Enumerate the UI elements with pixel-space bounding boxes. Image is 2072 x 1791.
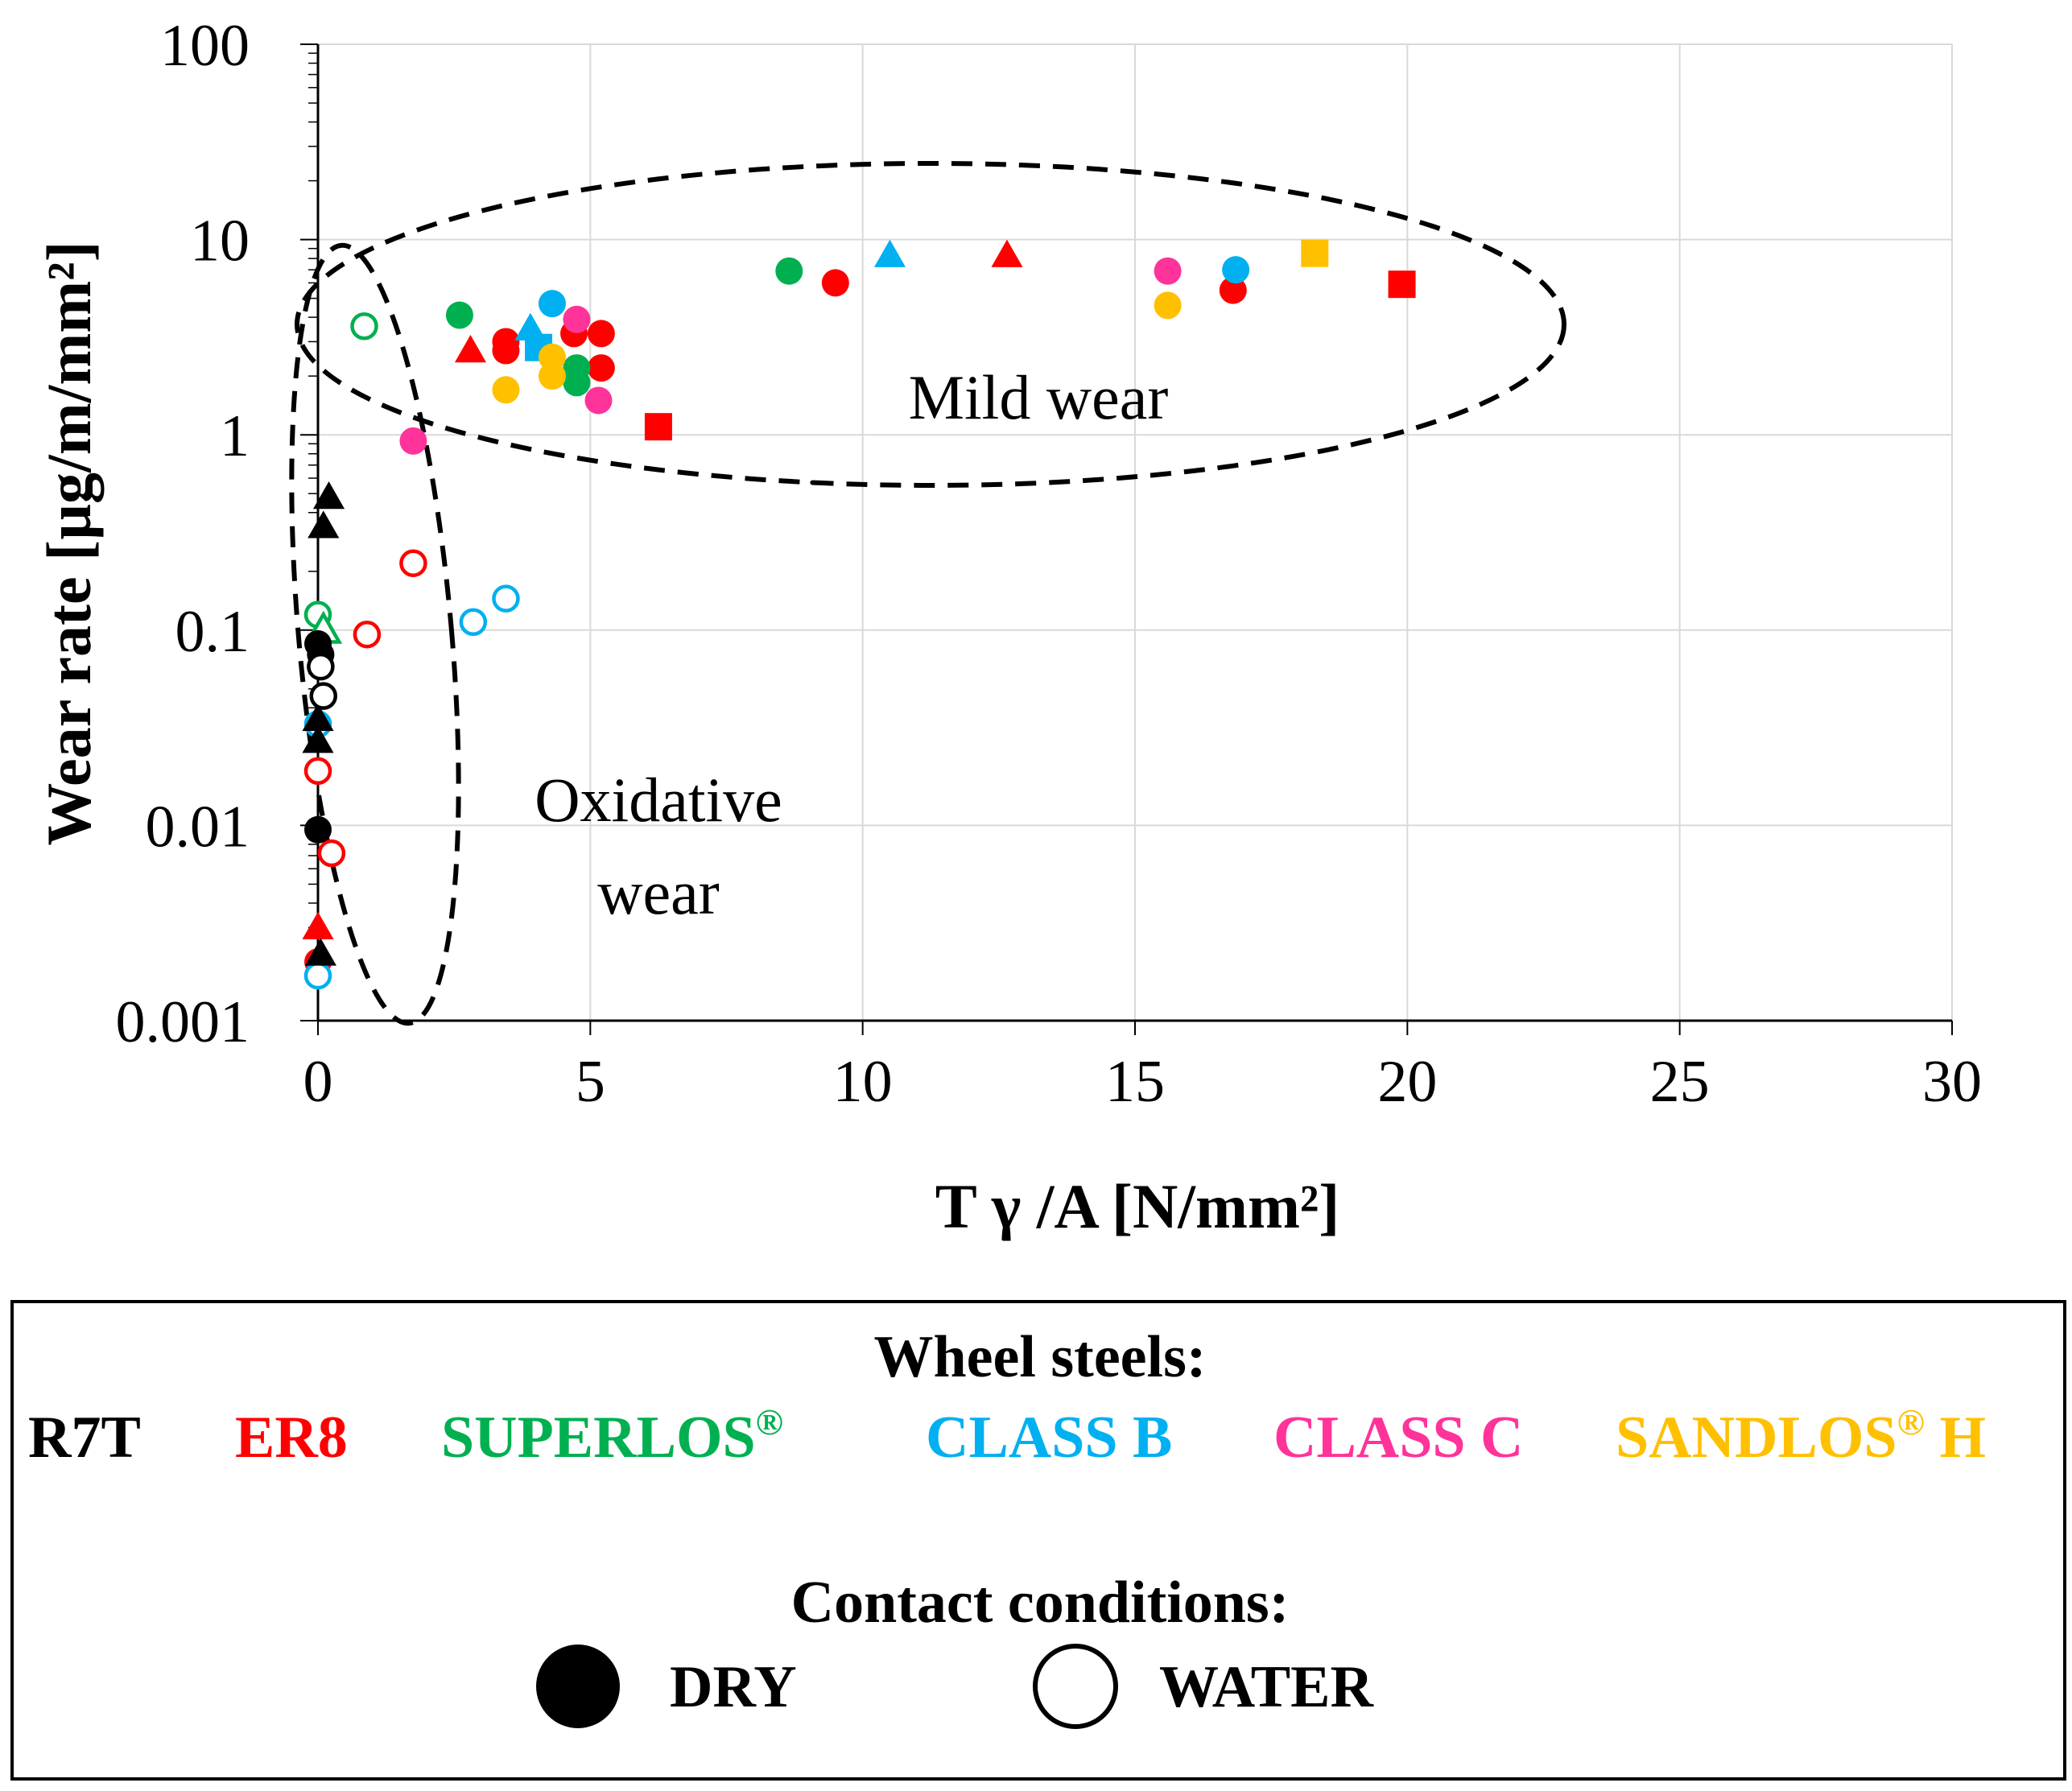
y-tick-label: 0.1 [175, 599, 250, 665]
y-tick-label: 10 [190, 208, 250, 274]
superlos-dry-circle-point [445, 301, 473, 329]
legend-dry-label: DRY [670, 1654, 797, 1720]
axes: 0 5 10 15 20 25 30 0.001 0.01 0.1 1 10 100 [116, 13, 1983, 1115]
grid [318, 43, 1953, 1021]
legend-steel-class-b: CLASS B [926, 1405, 1172, 1471]
x-tick-label: 0 [303, 1049, 333, 1115]
x-tick-label: 25 [1650, 1049, 1710, 1115]
sandlos-h-dry-circle-point [492, 376, 520, 404]
class-c-dry-circle-point [584, 386, 613, 415]
x-tick-label: 15 [1105, 1049, 1165, 1115]
r7t-dry-triangle-point [307, 510, 340, 539]
er8-dry-circle-point [821, 269, 849, 297]
legend-steels-title: Wheel steels: [873, 1324, 1206, 1390]
y-axis-title: Wear rate [µg/m/mm²] [34, 241, 104, 845]
legend-conditions-title: Contact conditions: [791, 1570, 1290, 1636]
class-c-dry-circle-point [1154, 257, 1182, 285]
mild-wear-label: Mild wear [909, 362, 1169, 432]
data-points [302, 239, 1416, 990]
y-tick-label: 0.01 [146, 794, 250, 860]
er8-dry-triangle-point [454, 335, 487, 363]
sandlos-h-dry-circle-point [538, 343, 566, 371]
legend-steel-er8: ER8 [235, 1405, 348, 1471]
x-axis-title: T γ /A [N/mm²] [935, 1171, 1340, 1241]
oxidative-wear-label-line2: wear [597, 857, 720, 927]
sandlos-h-dry-square-point [1301, 239, 1329, 267]
class-b-dry-triangle-point [873, 239, 906, 267]
er8-dry-circle-point [492, 336, 520, 365]
sandlos-h-dry-circle-point [1154, 291, 1182, 320]
legend-steel-superlos: SUPERLOS® [441, 1401, 783, 1471]
er8-water-circle-point [353, 620, 382, 649]
legend-steels: R7T ER8 SUPERLOS® CLASS B CLASS C SANDLOS® H [28, 1401, 1986, 1471]
superlos-dry-circle-point [775, 257, 803, 285]
superlos-dry-circle-point [563, 369, 591, 397]
r7t-dry-triangle-point [302, 703, 334, 732]
mild-wear-ellipse [295, 161, 1566, 488]
er8-dry-triangle-point [991, 239, 1023, 267]
legend-steel-sandlos: SANDLOS® H [1616, 1401, 1986, 1471]
r7t-dry-triangle-point [304, 938, 336, 966]
oxidative-wear-ellipse [289, 242, 461, 1026]
r7t-dry-triangle-point [312, 481, 345, 510]
x-tick-label: 20 [1377, 1049, 1437, 1115]
oxidative-wear-label-line1: Oxidative [535, 765, 782, 835]
x-tick-label: 10 [833, 1049, 893, 1115]
legend-dry-marker [536, 1645, 620, 1728]
superlos-water-circle-point [350, 312, 378, 340]
class-b-dry-triangle-point [514, 312, 547, 340]
class-b-water-circle-point [459, 608, 488, 637]
class-c-dry-circle-point [399, 427, 427, 455]
legend-steel-r7t: R7T [28, 1405, 141, 1471]
class-b-water-circle-point [492, 584, 520, 613]
legend-water-label: WATER [1159, 1654, 1374, 1720]
r7t-water-circle-point [307, 652, 335, 681]
r7t-dry-triangle-point [302, 725, 334, 753]
er8-dry-circle-point [587, 320, 615, 348]
er8-dry-square-point [1388, 270, 1416, 299]
y-tick-label: 1 [220, 403, 250, 469]
r7t-water-circle-point [309, 682, 338, 710]
er8-dry-square-point [644, 413, 672, 441]
x-tick-label: 5 [576, 1049, 605, 1115]
class-b-dry-circle-point [1222, 256, 1250, 284]
class-c-dry-circle-point [563, 305, 591, 333]
x-tick-label: 30 [1922, 1049, 1982, 1115]
r7t-dry-circle-point [304, 815, 332, 844]
legend-water-marker [1033, 1644, 1118, 1729]
er8-dry-circle-point [1219, 276, 1247, 304]
class-b-dry-circle-point [538, 290, 566, 318]
er8-dry-triangle-point [302, 911, 334, 939]
y-tick-label: 100 [160, 13, 250, 79]
er8-dry-circle-point [587, 354, 615, 382]
sandlos-h-dry-circle-point [538, 362, 566, 390]
y-tick-label: 0.001 [116, 989, 250, 1055]
er8-water-circle-point [399, 549, 427, 577]
wear-regions: Mild wear Oxidative wear [289, 161, 1566, 1026]
er8-water-circle-point [303, 757, 332, 786]
class-b-water-circle-point [303, 961, 332, 990]
legend-steel-class-c: CLASS C [1273, 1405, 1524, 1471]
er8-water-circle-point [317, 839, 346, 868]
